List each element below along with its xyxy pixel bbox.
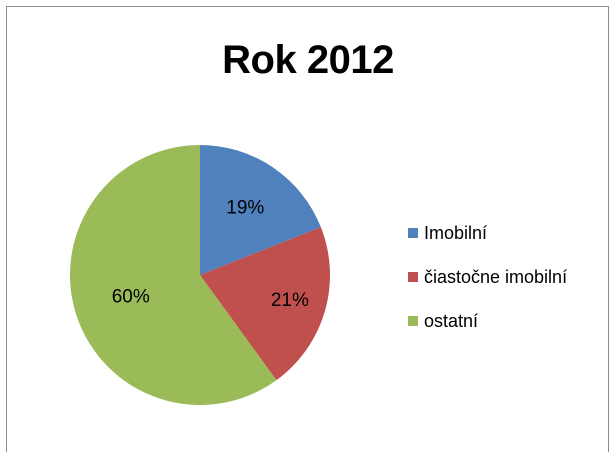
chart-legend: Imobilní čiastočne imobilní ostatní [408, 223, 567, 355]
legend-label: Imobilní [424, 222, 488, 243]
pie-slice-imobilni [200, 145, 321, 275]
legend-item: čiastočne imobilní [408, 267, 567, 287]
data-label-ciastocne-imobilni: 21% [271, 290, 309, 311]
legend-swatch-imobilni [408, 228, 418, 238]
legend-swatch-ostatni [408, 316, 418, 326]
data-label-ostatni: 60% [112, 287, 150, 308]
legend-label: ostatní [424, 310, 479, 331]
legend-item: ostatní [408, 311, 567, 331]
legend-label: čiastočne imobilní [424, 266, 568, 287]
pie-slice-ostatni [69, 145, 277, 406]
data-label-imobilni: 19% [226, 197, 264, 218]
pie-slice-ciastocne-imobilni [200, 227, 330, 381]
legend-item: Imobilní [408, 223, 567, 243]
legend-swatch-ciastocne-imobilni [408, 272, 418, 282]
chart-title: Rok 2012 [222, 38, 394, 82]
